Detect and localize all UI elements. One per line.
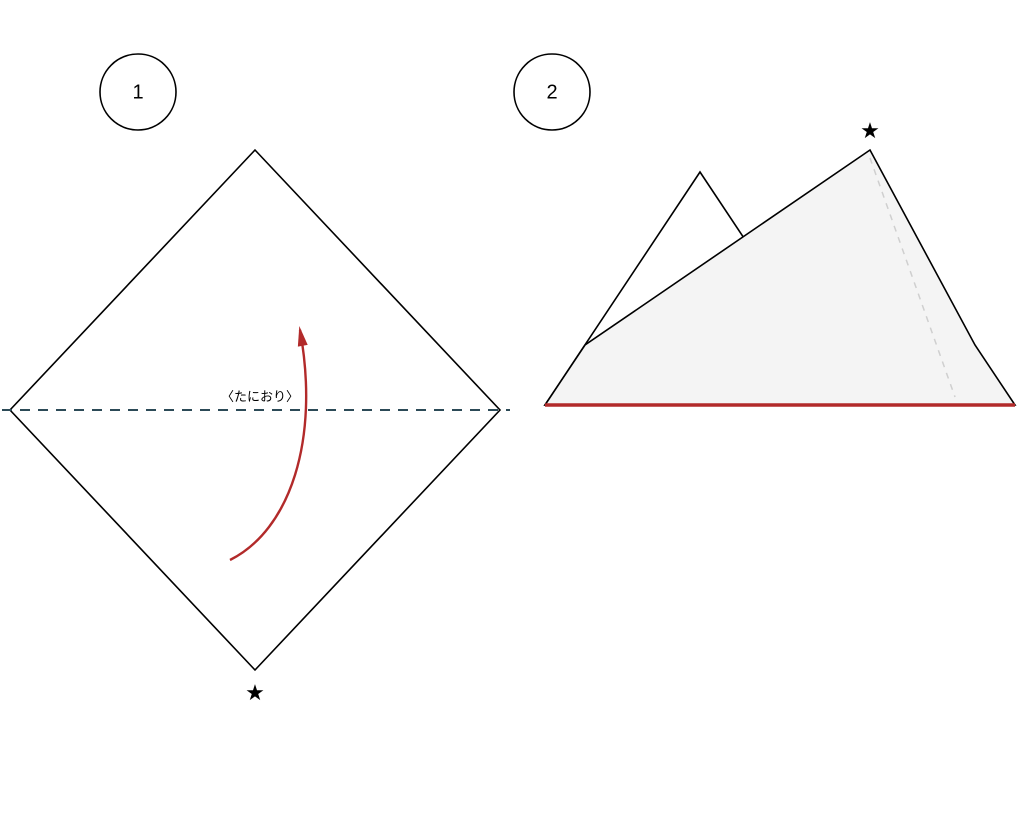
step-1-badge: 1 [100,54,176,130]
diagram-svg: 1 2 〈たにおり〉 ★ ★ [0,0,1024,825]
step-2-badge: 2 [514,54,590,130]
step-2-star-icon: ★ [860,118,880,143]
step-2-number: 2 [546,81,557,103]
step-2-figure: ★ [545,118,1015,405]
step-1-star-icon: ★ [245,680,265,705]
step-1-number: 1 [132,81,143,103]
step-1-figure: 〈たにおり〉 ★ [2,150,510,705]
step-1-fold-label: 〈たにおり〉 [221,389,299,404]
origami-diagram: 1 2 〈たにおり〉 ★ ★ [0,0,1024,825]
